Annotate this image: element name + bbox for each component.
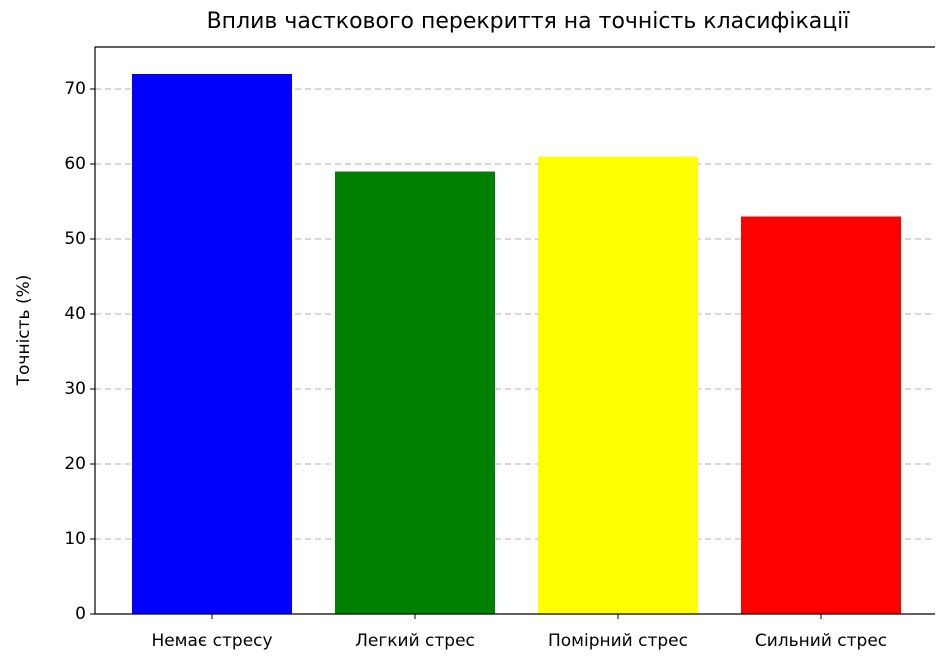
chart-title: Вплив часткового перекриття на точність … (207, 9, 851, 34)
y-tick-label: 40 (64, 304, 86, 324)
x-tick-label: Немає стресу (151, 631, 272, 651)
bar (132, 74, 292, 614)
axis-frame (94, 46, 935, 615)
y-tick-label: 30 (64, 379, 86, 399)
bar (335, 171, 495, 614)
y-tick-label: 20 (64, 454, 86, 474)
y-tick-label: 10 (64, 529, 86, 549)
y-tick-label: 70 (64, 79, 86, 99)
y-tick-label: 0 (75, 604, 86, 624)
x-tick-label: Сильний стрес (755, 631, 887, 651)
x-tick-label: Помірний стрес (548, 631, 688, 651)
y-axis-label: Точність (%) (14, 275, 34, 387)
y-tick-label: 50 (64, 229, 86, 249)
y-tick-label: 60 (64, 154, 86, 174)
x-tick-label: Легкий стрес (355, 631, 475, 651)
bar (538, 156, 698, 614)
bar (741, 216, 901, 614)
